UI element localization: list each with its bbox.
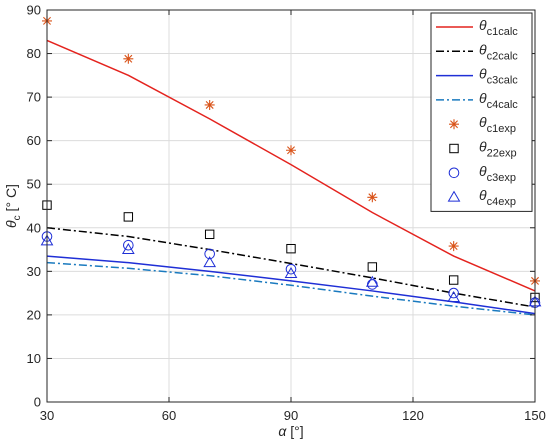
theta-22exp-point: [204, 229, 215, 240]
theta-c1exp-point: [204, 99, 215, 110]
legend-swatch-c1exp: [449, 119, 459, 130]
legend-swatch-22exp: [449, 143, 459, 154]
theta-c4exp-point: [203, 256, 217, 268]
theta-c3exp-point: [448, 287, 459, 299]
x-axis-label: α [°]: [278, 423, 303, 439]
legend-label-c4exp: θc4exp: [479, 187, 516, 208]
legend-label-c2calc: θc2calc: [479, 41, 518, 62]
y-axis-label: θc [° C]: [3, 184, 23, 228]
legend-label-c4calc: θc4calc: [479, 90, 518, 111]
legend-label-c1calc: θc1calc: [479, 17, 518, 38]
theta-c4exp-point: [447, 290, 461, 302]
theta-c4exp-point: [284, 267, 298, 279]
legend: θc1calc θc2calc θc3calc θc4calc θc1exp θ22exp…: [430, 12, 533, 212]
legend-label-c1exp: θc1exp: [479, 114, 516, 135]
legend-swatch-c4exp: [447, 190, 461, 202]
y-tick-label: 20: [27, 307, 41, 322]
theta-c3exp-point: [285, 263, 297, 275]
legend-label-c3exp: θc3exp: [479, 163, 516, 184]
x-tick-label: 60: [162, 408, 176, 423]
theta-22exp-point: [367, 262, 378, 272]
theta-c1exp-point: [123, 53, 134, 64]
theta-c3exp-point: [204, 248, 215, 260]
legend-box: [430, 12, 533, 212]
theta-c1calc-line: [46, 39, 536, 292]
y-tick-label: 60: [27, 133, 41, 148]
theta-c1exp-point: [448, 241, 459, 252]
y-tick-label: 40: [27, 220, 41, 235]
y-tick-label: 80: [27, 46, 41, 61]
theta-c4exp-point: [121, 243, 135, 255]
y-tick-label: 10: [27, 351, 41, 366]
y-tick-label: 50: [27, 177, 41, 192]
y-tick-label: 70: [27, 90, 41, 105]
theta-22exp-point: [286, 243, 296, 254]
theta-c1exp-point: [286, 145, 296, 156]
x-tick-label: 90: [284, 408, 298, 423]
x-tick-label: 30: [40, 408, 54, 423]
tick-layer: 30 60 90 120 150 0 10 20 30 40 50 60 70 80 90: [27, 3, 546, 424]
x-tick-label: 120: [402, 408, 424, 423]
theta-c3exp-point: [123, 239, 134, 251]
legend-swatch-c3exp: [448, 167, 460, 179]
theta-c2calc-line: [46, 227, 536, 308]
theta-c4exp-point: [365, 275, 379, 287]
theta-22exp-point: [448, 275, 459, 285]
theta-c1exp-point: [367, 192, 378, 203]
legend-label-c3calc: θc3calc: [479, 66, 518, 87]
legend-label-22exp: θ22exp: [479, 139, 517, 160]
theta-22exp-point: [123, 212, 134, 222]
x-tick-label: 150: [524, 408, 546, 423]
y-tick-label: 0: [34, 395, 41, 410]
y-tick-label: 90: [27, 3, 41, 18]
theta-c4calc-line: [46, 261, 536, 316]
y-tick-label: 30: [27, 264, 41, 279]
